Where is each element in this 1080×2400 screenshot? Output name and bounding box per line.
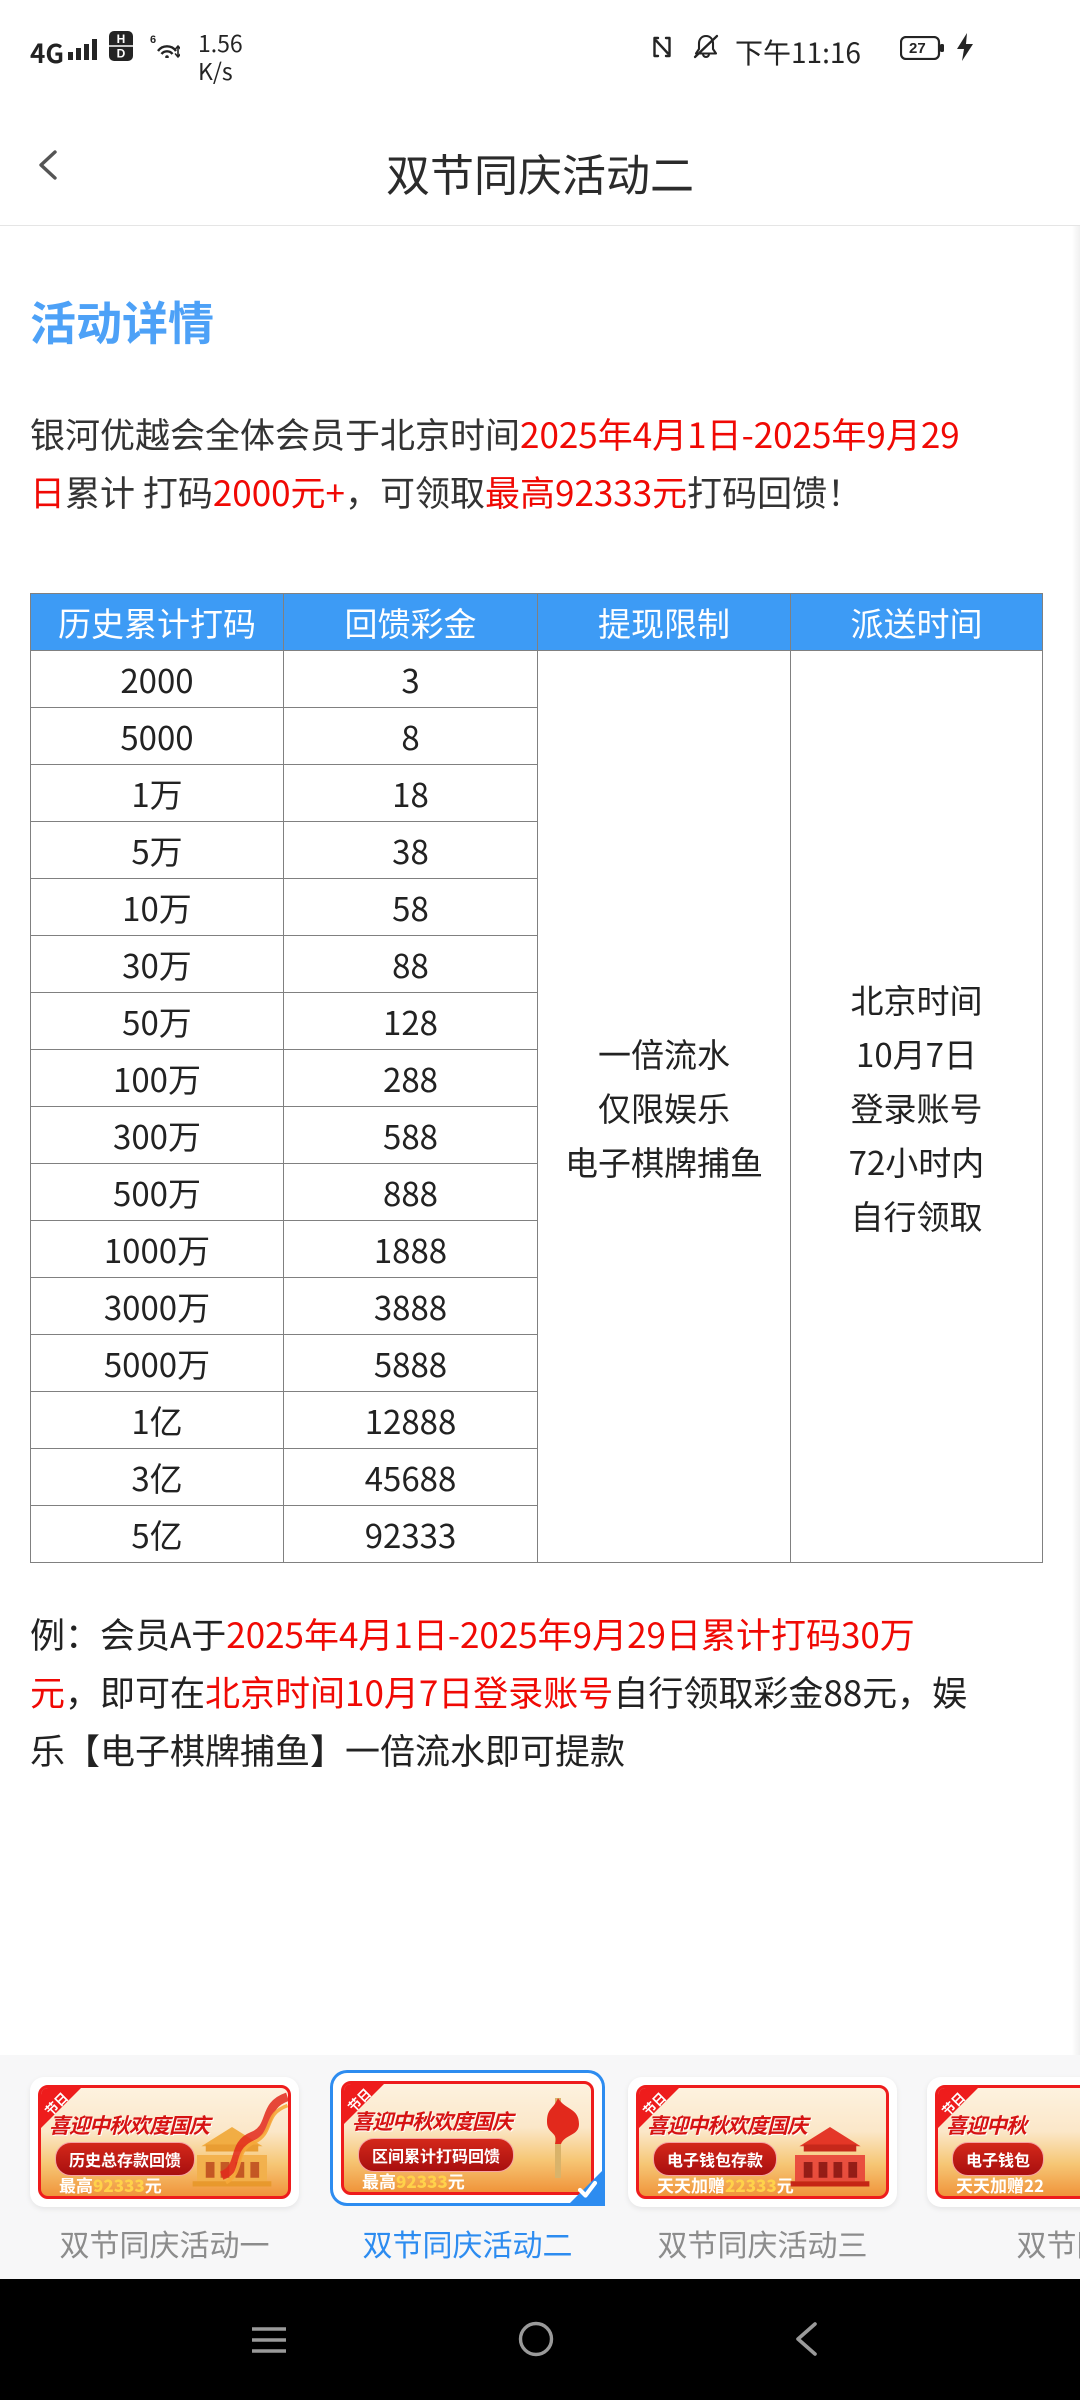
- svg-text:27: 27: [909, 40, 926, 57]
- svg-text:6: 6: [150, 34, 156, 46]
- svg-text:H: H: [117, 32, 126, 46]
- svg-text:D: D: [117, 47, 126, 61]
